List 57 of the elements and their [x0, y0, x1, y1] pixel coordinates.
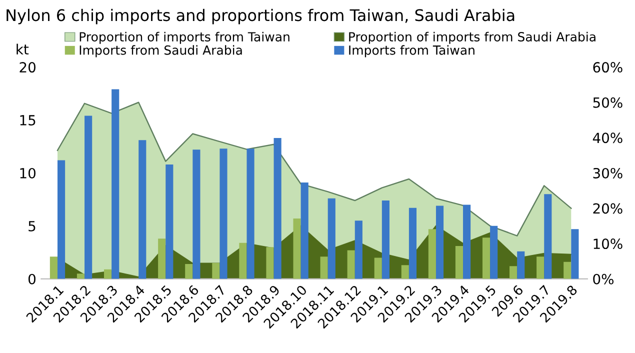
y-axis-title: kt — [16, 44, 29, 54]
bar — [382, 200, 390, 279]
bar — [138, 140, 146, 279]
bar — [347, 250, 355, 279]
bar — [293, 218, 301, 279]
bar — [266, 247, 274, 279]
y2-tick-label: 60% — [593, 62, 622, 73]
y-tick-label: 0 — [28, 274, 36, 284]
y2-tick-label: 30% — [593, 168, 622, 178]
bar — [192, 150, 200, 279]
y2-tick-label: 10% — [594, 238, 622, 250]
bar — [374, 258, 382, 279]
bar — [544, 194, 552, 279]
bar — [246, 148, 254, 279]
bar — [328, 198, 336, 279]
bar — [490, 226, 498, 279]
y-tick-label: 20 — [20, 62, 36, 73]
bar — [112, 89, 120, 279]
bar — [104, 269, 112, 279]
bar — [455, 246, 464, 279]
y-tick-label: 5 — [28, 221, 36, 232]
bar — [185, 264, 193, 279]
bar — [428, 229, 436, 279]
bar — [571, 229, 579, 279]
y-tick-label: 10 — [20, 168, 36, 178]
bar — [354, 220, 362, 279]
bar — [158, 238, 166, 279]
y2-tick-label: 50% — [593, 97, 622, 108]
bar — [463, 204, 471, 279]
legend-label: Proportion of imports from Saudi Arabia — [349, 32, 596, 44]
bar — [482, 238, 490, 279]
bar — [57, 160, 66, 279]
bar — [84, 116, 92, 279]
legend-label: Proportion of imports from Taiwan — [80, 32, 290, 44]
bar — [510, 266, 518, 279]
bar — [76, 274, 85, 279]
bar — [239, 242, 247, 279]
bar — [536, 256, 544, 279]
chart-title: Nylon 6 chip imports and proportions from Taiwan, Saudi Arabia — [6, 8, 514, 24]
legend-label: Imports from Taiwan — [349, 45, 474, 58]
bar — [408, 208, 417, 279]
bar — [50, 256, 58, 279]
y2-tick-label: 20% — [593, 203, 622, 214]
bar — [401, 265, 409, 279]
bar — [320, 256, 328, 279]
bar — [517, 251, 525, 279]
bar — [274, 138, 282, 279]
bar — [212, 262, 220, 279]
y2-tick-label: 40% — [592, 132, 622, 144]
y-tick-label: 15 — [20, 115, 36, 126]
y2-tick-label: 0% — [593, 274, 614, 284]
bar — [564, 262, 572, 279]
bar — [166, 164, 174, 279]
legend-label: Imports from Saudi Arabia — [80, 45, 242, 58]
bar — [300, 182, 308, 279]
bar — [436, 206, 444, 279]
bar — [220, 148, 228, 279]
